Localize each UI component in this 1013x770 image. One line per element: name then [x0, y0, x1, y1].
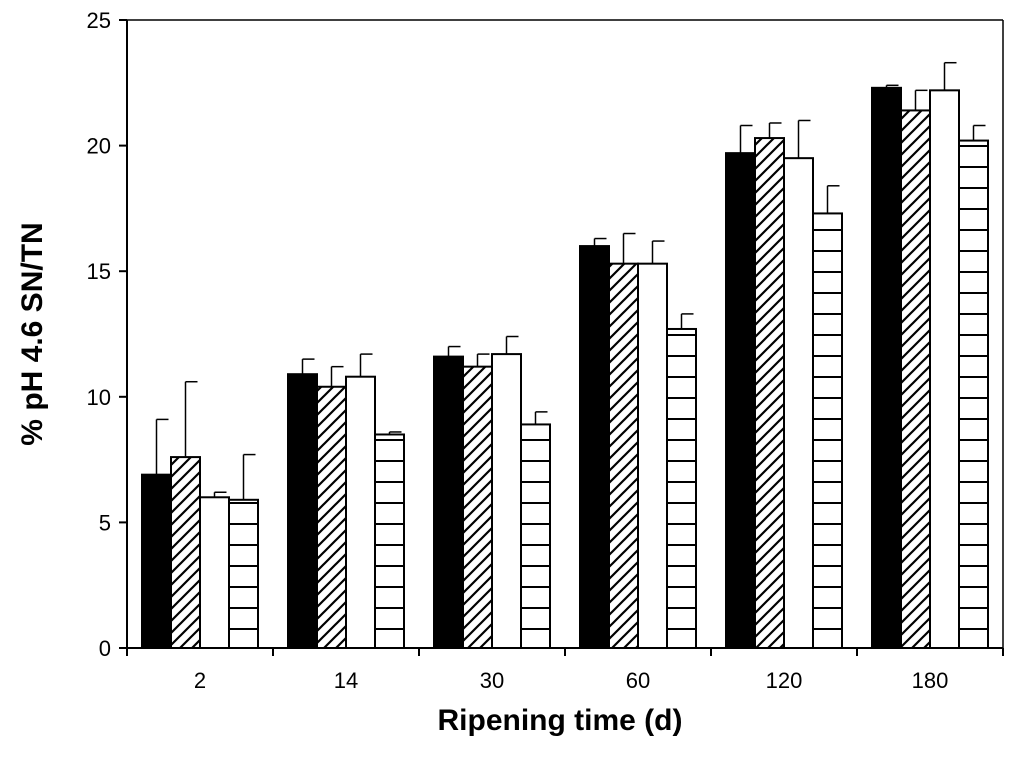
bar-solid-black-14	[287, 373, 318, 649]
x-tick-label: 14	[334, 668, 358, 693]
bar-horizontal-lines-30	[520, 423, 551, 649]
y-tick-label: 0	[99, 636, 111, 661]
y-axis-title: % pH 4.6 SN/TN	[16, 222, 49, 445]
bar-white-60	[637, 262, 668, 649]
bar-white-180	[929, 89, 960, 649]
x-tick-label: 120	[766, 668, 803, 693]
bar-diagonal-hatch-120	[754, 137, 785, 649]
y-tick-label: 5	[99, 510, 111, 535]
bar-solid-black-180	[871, 86, 902, 650]
bar-horizontal-lines-2	[228, 498, 259, 649]
bar-white-14	[345, 375, 376, 649]
bar-diagonal-hatch-14	[316, 385, 347, 649]
y-ticks: 0 5 10 15 20 25	[87, 8, 127, 661]
bar-horizontal-lines-180	[958, 139, 989, 650]
bar-diagonal-hatch-2	[170, 456, 201, 650]
bar-white-30	[491, 353, 522, 649]
x-axis-title: Ripening time (d)	[438, 704, 683, 737]
bar-horizontal-lines-60	[666, 327, 697, 649]
x-ticks: 2 14 30 60 120 180	[126, 648, 1004, 693]
x-tick-label: 180	[912, 668, 949, 693]
x-tick-label: 30	[480, 668, 504, 693]
y-tick-label: 10	[87, 385, 111, 410]
bar-solid-black-30	[433, 355, 464, 649]
y-tick-label: 20	[87, 134, 111, 159]
x-tick-label: 60	[626, 668, 650, 693]
bar-diagonal-hatch-30	[462, 365, 493, 649]
bar-solid-black-2	[141, 473, 172, 649]
bar-solid-black-60	[579, 245, 610, 650]
plot-area	[127, 19, 1004, 648]
y-tick-label: 25	[87, 8, 111, 33]
bars	[141, 61, 989, 650]
bar-diagonal-hatch-180	[900, 109, 931, 649]
bar-white-120	[783, 157, 814, 649]
bar-diagonal-hatch-60	[608, 262, 639, 649]
x-tick-label: 2	[194, 668, 206, 693]
bar-solid-black-120	[725, 152, 756, 650]
y-tick-label: 15	[87, 259, 111, 284]
bar-horizontal-lines-120	[812, 212, 843, 649]
bar-white-2	[199, 496, 230, 649]
bar-horizontal-lines-14	[374, 433, 405, 650]
